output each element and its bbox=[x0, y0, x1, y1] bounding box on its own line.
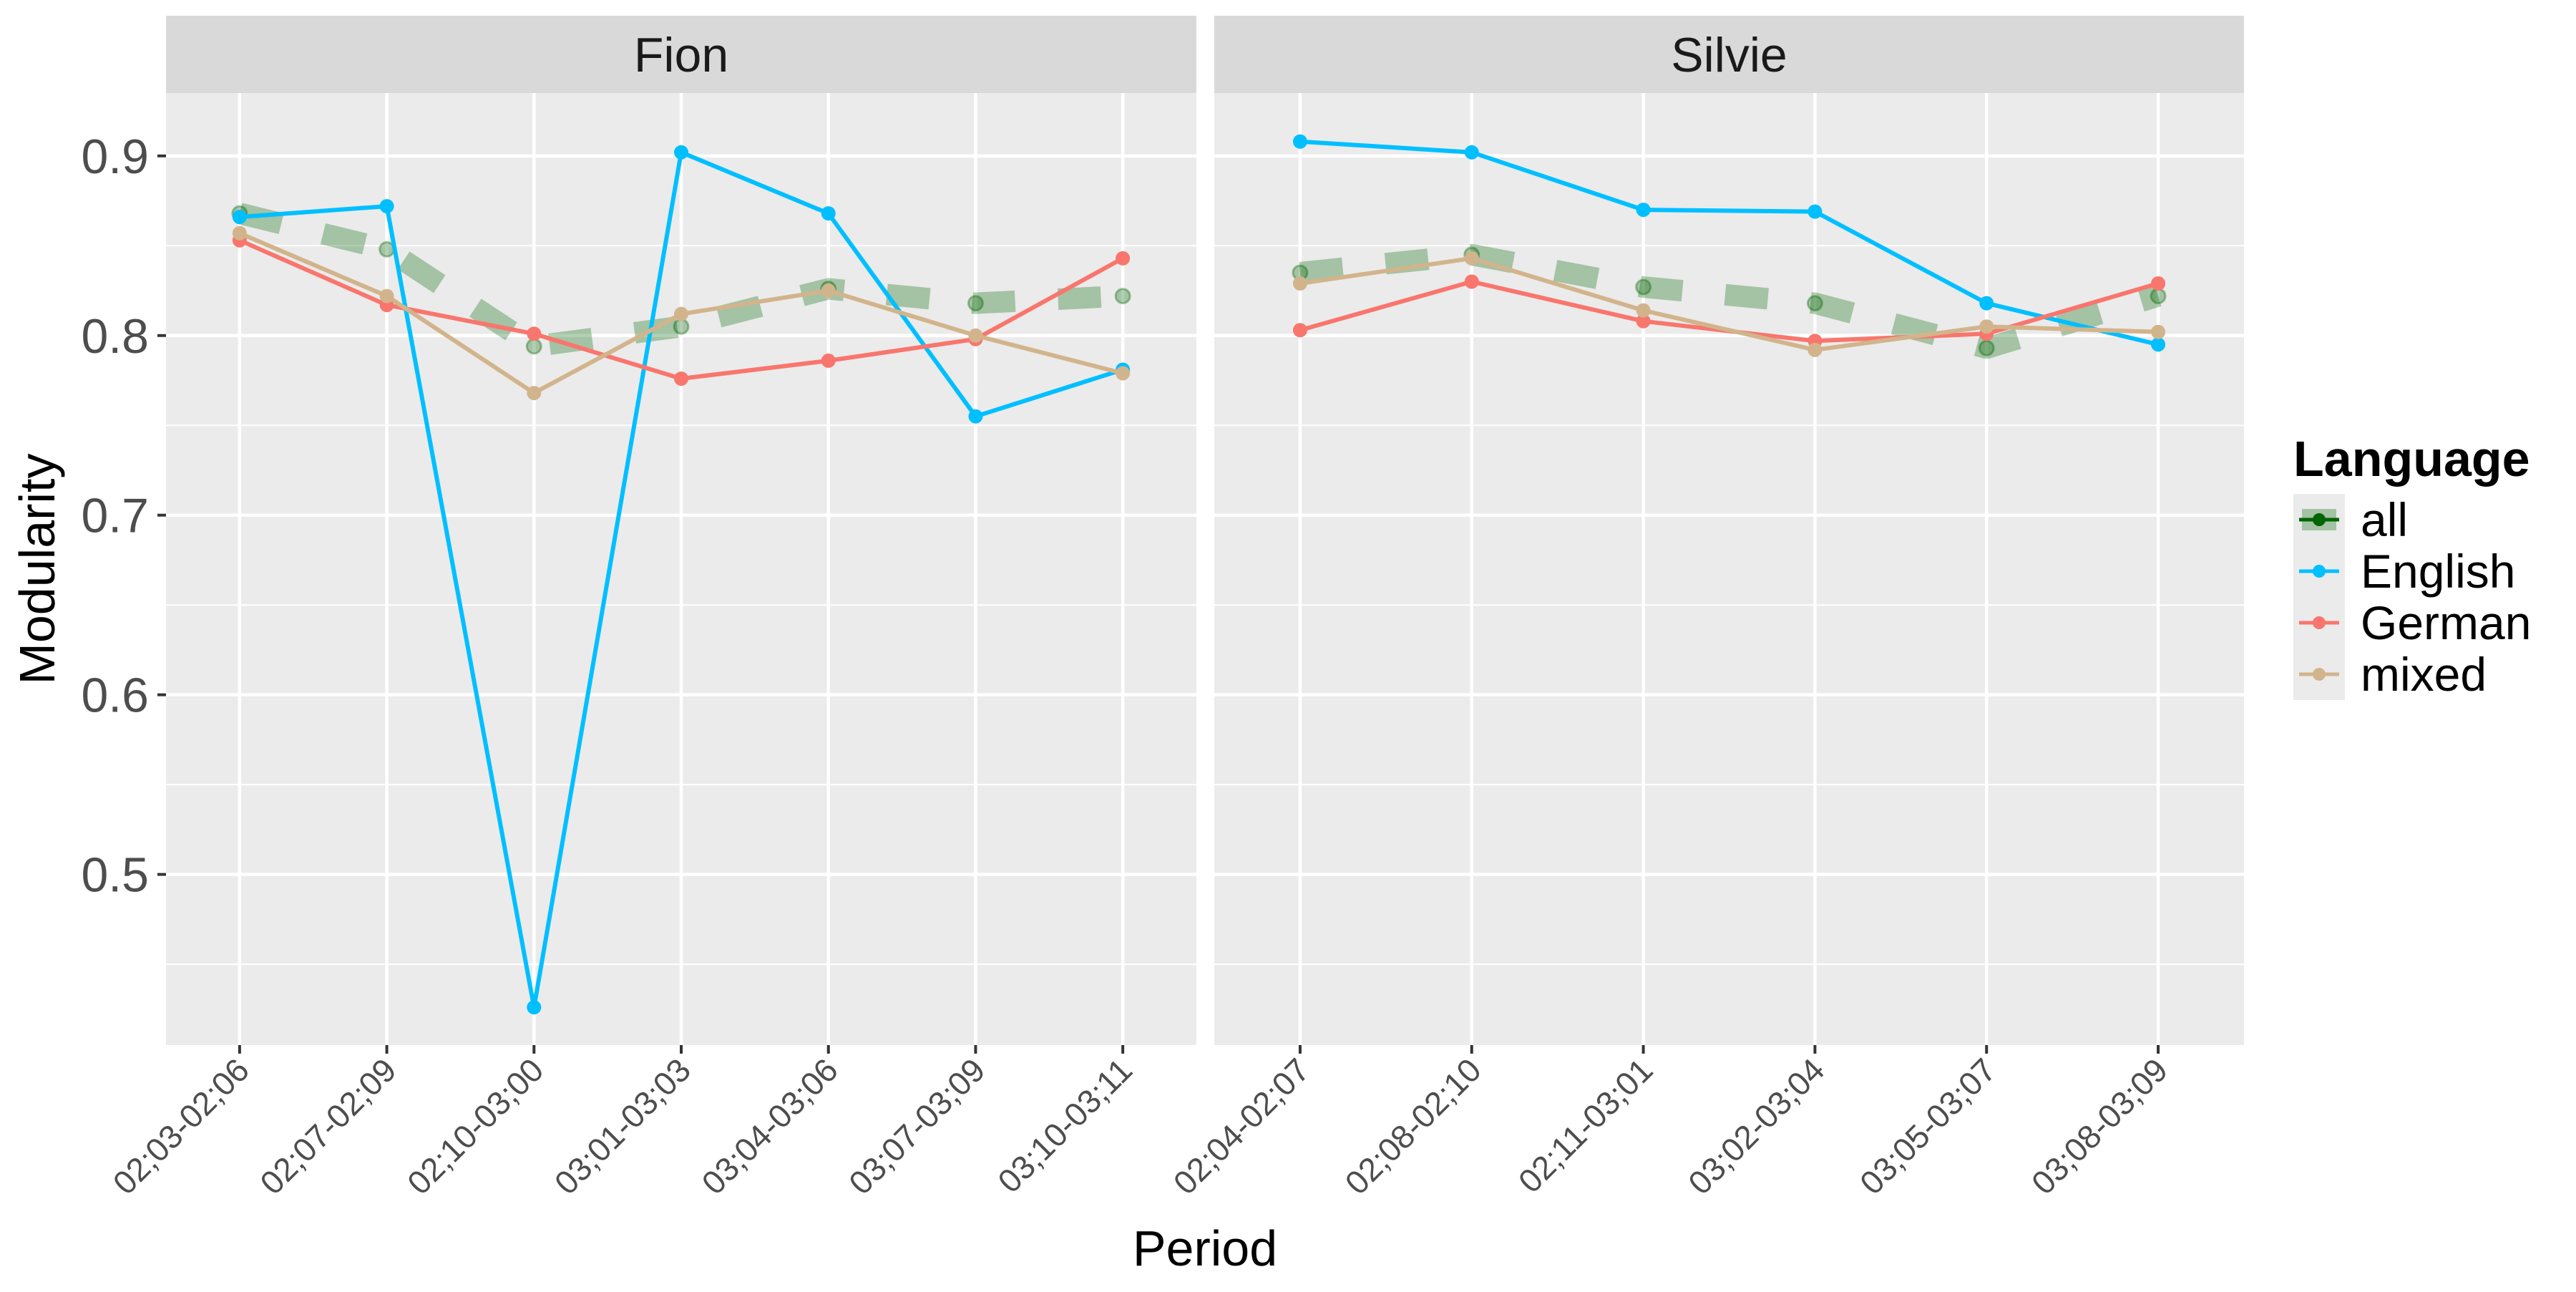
point-german bbox=[1116, 251, 1131, 266]
series-line-all bbox=[237, 203, 1123, 357]
legend-label: all bbox=[2361, 493, 2408, 546]
point-mixed bbox=[379, 288, 394, 303]
point-english bbox=[674, 145, 688, 160]
point-german bbox=[1464, 274, 1479, 289]
point-english bbox=[1464, 145, 1479, 160]
point-all bbox=[1114, 288, 1131, 305]
legend-key-point-german bbox=[2313, 616, 2326, 629]
point-mixed bbox=[1116, 366, 1131, 381]
legend-key-point-all bbox=[2313, 513, 2326, 526]
y-tick-label: 0.6 bbox=[81, 669, 149, 723]
x-tick-label: 02;10-03;00 bbox=[400, 1051, 550, 1201]
point-english bbox=[527, 1000, 542, 1015]
y-tick-label: 0.8 bbox=[81, 309, 149, 364]
legend-label: German bbox=[2361, 596, 2531, 649]
point-english bbox=[1807, 204, 1823, 219]
x-tick-label: 02;07-02;09 bbox=[253, 1051, 403, 1201]
x-tick-label: 03;10-03;11 bbox=[990, 1051, 1139, 1200]
point-all bbox=[2150, 288, 2167, 305]
point-english bbox=[1636, 203, 1651, 218]
point-mixed bbox=[527, 386, 542, 401]
point-mixed bbox=[821, 283, 836, 298]
point-german bbox=[674, 371, 688, 386]
point-english bbox=[2151, 337, 2166, 352]
facet-strip bbox=[1214, 16, 2244, 93]
point-mixed bbox=[1292, 276, 1307, 291]
x-tick-label: 02;11-03;01 bbox=[1511, 1051, 1660, 1200]
legend-title: Language bbox=[2293, 431, 2530, 487]
point-all bbox=[1635, 278, 1652, 296]
facet-strip bbox=[166, 16, 1196, 93]
series-line-mixed bbox=[1299, 256, 2159, 352]
point-english bbox=[1979, 296, 1994, 311]
x-tick-label: 03;01-03;03 bbox=[547, 1051, 698, 1201]
series-line-english bbox=[1299, 139, 2159, 347]
point-mixed bbox=[1979, 319, 1994, 334]
point-german bbox=[1636, 314, 1651, 329]
y-tick-label: 0.7 bbox=[81, 489, 149, 543]
series-line-all bbox=[1299, 243, 2162, 359]
point-english bbox=[1292, 134, 1307, 149]
point-all bbox=[525, 338, 542, 355]
legend-key-point-mixed bbox=[2313, 668, 2326, 681]
x-tick-label: 02;08-02;10 bbox=[1337, 1051, 1488, 1201]
x-tick-label: 03;02-03;04 bbox=[1681, 1051, 1831, 1201]
x-tick-label: 03;08-03;09 bbox=[2024, 1051, 2175, 1201]
x-axis-title: Period bbox=[1133, 1220, 1277, 1276]
point-english bbox=[821, 206, 836, 221]
point-mixed bbox=[2151, 324, 2166, 339]
x-tick-label: 02;03-02;06 bbox=[106, 1051, 256, 1201]
point-german bbox=[2151, 276, 2166, 291]
facet-strip-label: Fion bbox=[634, 28, 728, 82]
panel-background bbox=[1214, 93, 2244, 1045]
point-mixed bbox=[968, 328, 983, 343]
y-axis-title: Modularity bbox=[9, 454, 65, 685]
point-all bbox=[1978, 339, 1995, 356]
facet-strip-label: Silvie bbox=[1671, 28, 1787, 82]
point-mixed bbox=[232, 225, 247, 241]
y-tick-label: 0.5 bbox=[81, 848, 149, 903]
y-tick-label: 0.9 bbox=[81, 130, 149, 184]
legend-label: mixed bbox=[2361, 648, 2487, 701]
point-german bbox=[527, 326, 542, 341]
legend-key-point-english bbox=[2313, 565, 2326, 578]
point-english bbox=[379, 199, 394, 214]
point-english bbox=[968, 409, 983, 424]
x-tick-label: 02;04-02;07 bbox=[1166, 1051, 1317, 1201]
point-english bbox=[232, 210, 247, 225]
x-tick-label: 03;05-03;07 bbox=[1853, 1051, 2003, 1201]
point-mixed bbox=[1636, 303, 1651, 318]
point-all bbox=[1806, 295, 1823, 312]
point-mixed bbox=[1464, 251, 1479, 266]
point-mixed bbox=[674, 306, 688, 321]
point-all bbox=[967, 295, 984, 312]
point-mixed bbox=[1807, 342, 1823, 357]
x-tick-label: 03;04-03;06 bbox=[694, 1051, 844, 1201]
point-german bbox=[1292, 323, 1307, 338]
x-tick-label: 03;07-03;09 bbox=[841, 1051, 992, 1201]
point-german bbox=[821, 353, 836, 368]
point-all bbox=[673, 318, 690, 335]
legend-label: English bbox=[2361, 545, 2515, 598]
